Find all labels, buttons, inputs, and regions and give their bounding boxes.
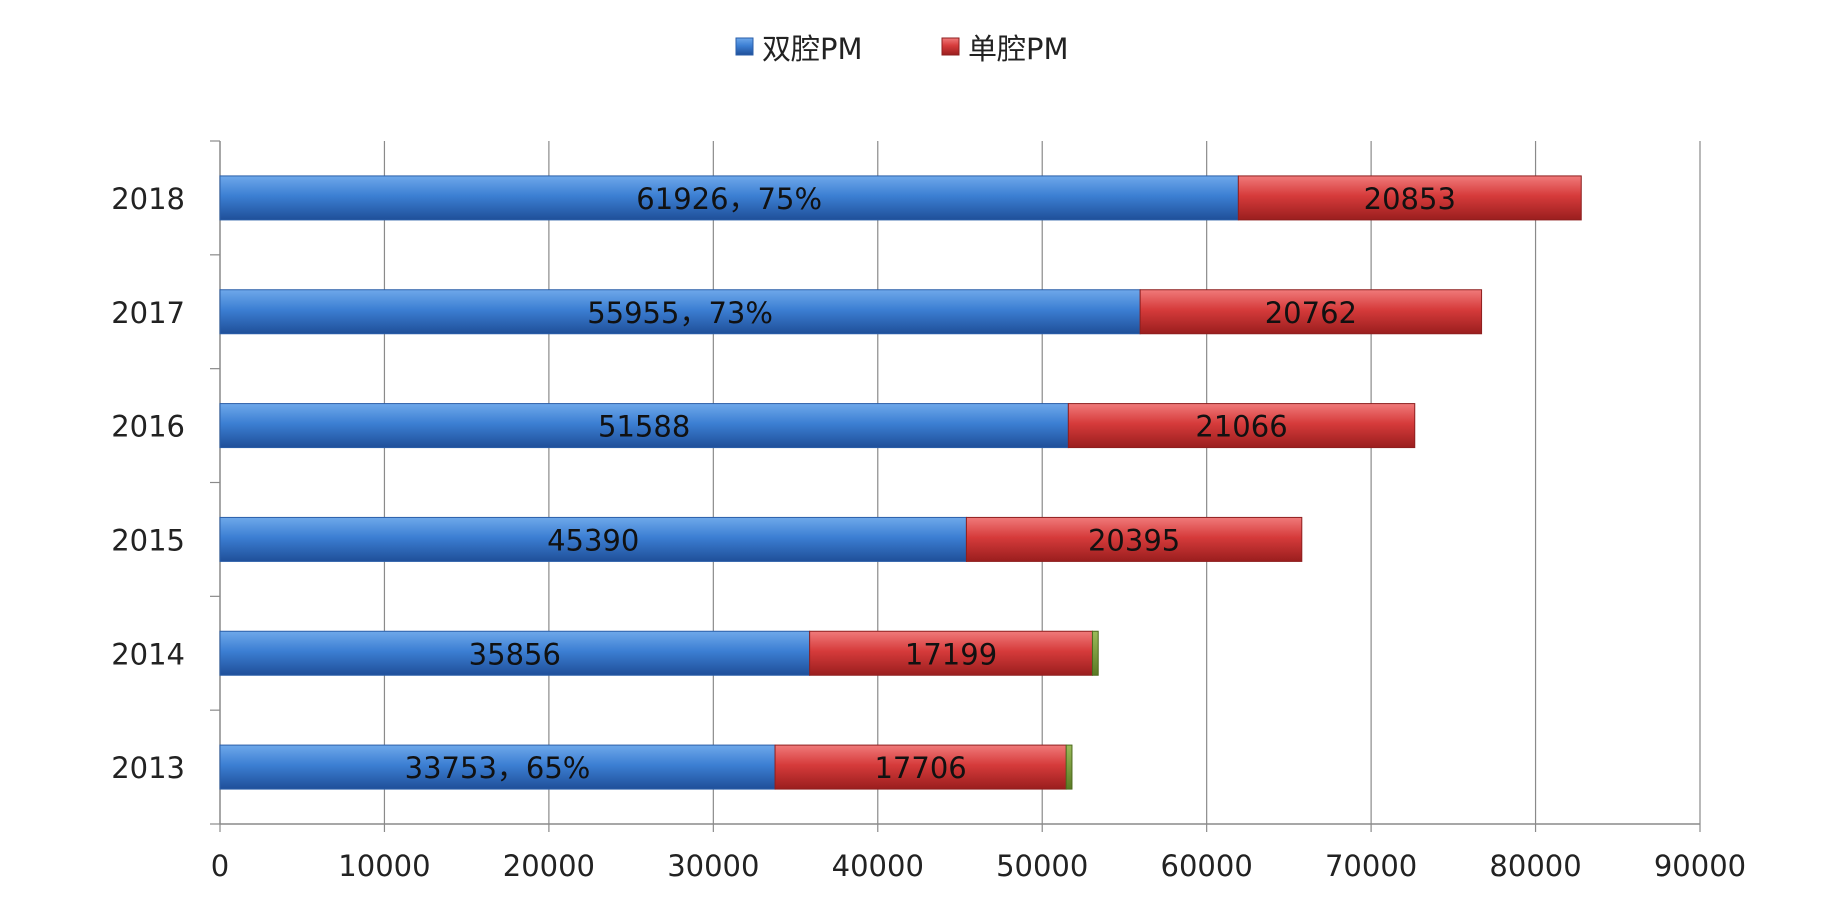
gridlines	[383, 141, 1701, 824]
y-category-label-2016: 2016	[111, 410, 185, 444]
data-label-dual-chamber-2015: 45390	[547, 523, 639, 557]
x-tick-label-80000: 80000	[1489, 849, 1581, 883]
bar-single-chamber-2014	[809, 630, 1093, 676]
x-tick-label-40000: 40000	[832, 849, 924, 883]
legend-swatch-dual-chamber	[735, 37, 754, 56]
x-tick-label-20000: 20000	[503, 849, 595, 883]
x-tick-label-50000: 50000	[996, 849, 1088, 883]
x-tick-label-60000: 60000	[1161, 849, 1253, 883]
bar-single-chamber-2017	[1139, 289, 1483, 335]
y-category-label-2013: 2013	[111, 751, 185, 785]
x-tick-label-0: 0	[211, 849, 229, 883]
x-tick-label-70000: 70000	[1325, 849, 1417, 883]
y-category-label-2014: 2014	[111, 637, 185, 671]
bar-minor-2013	[1065, 744, 1073, 790]
legend-label-single-chamber: 单腔PM	[968, 32, 1069, 66]
bar-single-chamber-2018	[1237, 175, 1582, 221]
data-label-dual-chamber-2013: 33753，65%	[405, 751, 591, 785]
legend: 双腔PM 单腔PM	[735, 32, 1069, 66]
bar-single-chamber-2016	[1067, 403, 1416, 449]
y-category-label-2017: 2017	[111, 296, 185, 330]
bar-dual-chamber-2017	[219, 289, 1141, 335]
data-label-single-chamber-2015: 20395	[1088, 523, 1180, 557]
data-label-single-chamber-2018: 20853	[1364, 182, 1456, 216]
data-label-dual-chamber-2016: 51588	[598, 410, 690, 444]
bar-dual-chamber-2013	[219, 744, 776, 790]
bar-dual-chamber-2018	[219, 175, 1239, 221]
data-label-single-chamber-2013: 17706	[874, 751, 966, 785]
x-tick-label-90000: 90000	[1654, 849, 1746, 883]
bars	[219, 175, 1582, 790]
data-label-single-chamber-2016: 21066	[1195, 410, 1287, 444]
data-labels: 61926，75% 20853 55955，73% 20762 51588 21066 45…	[405, 182, 1456, 785]
y-category-label-2015: 2015	[111, 523, 185, 557]
bar-minor-2014	[1091, 630, 1099, 676]
bar-dual-chamber-2016	[219, 403, 1069, 449]
data-label-dual-chamber-2014: 35856	[469, 637, 561, 671]
x-tick-label-10000: 10000	[338, 849, 430, 883]
bar-single-chamber-2013	[774, 744, 1067, 790]
data-label-dual-chamber-2018: 61926，75%	[636, 182, 822, 216]
bar-dual-chamber-2015	[219, 516, 967, 562]
bar-dual-chamber-2014	[219, 630, 811, 676]
legend-label-dual-chamber: 双腔PM	[762, 32, 863, 66]
data-label-dual-chamber-2017: 55955，73%	[587, 296, 773, 330]
data-label-single-chamber-2014: 17199	[905, 637, 997, 671]
y-category-label-2018: 2018	[111, 182, 185, 216]
bar-single-chamber-2015	[965, 516, 1303, 562]
x-tick-label-30000: 30000	[667, 849, 759, 883]
axes: 0 10000 20000 30000 40000 50000 60000 70000 8000…	[111, 140, 1746, 883]
data-label-single-chamber-2017: 20762	[1265, 296, 1357, 330]
legend-swatch-single-chamber	[941, 37, 960, 56]
